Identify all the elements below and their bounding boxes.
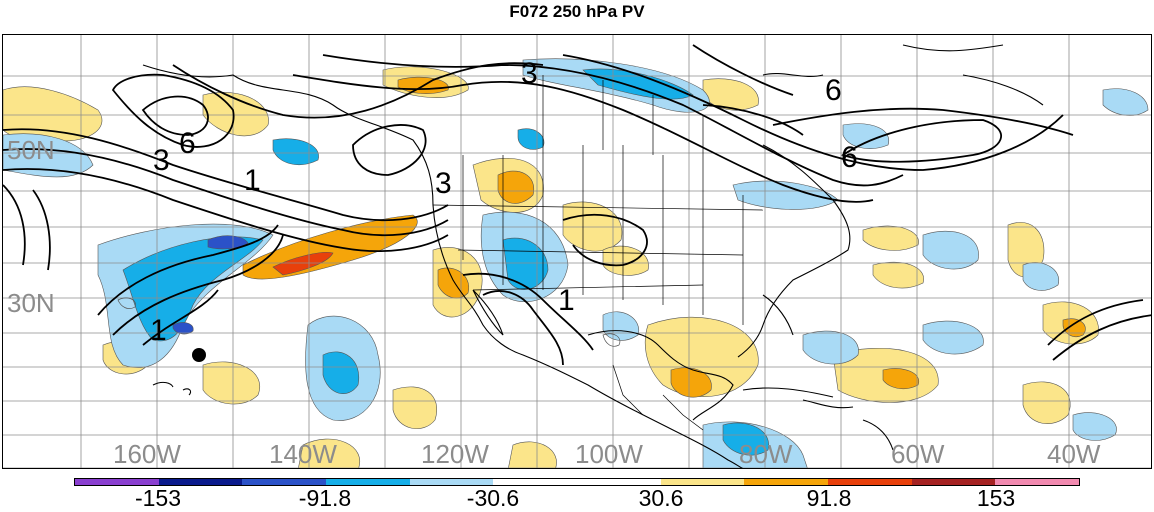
colorbar-segment: [995, 479, 1080, 485]
colorbar-segment: [744, 479, 829, 485]
colorbar-label-neg30-6: -30.6: [466, 485, 520, 511]
colorbar-segment: [242, 479, 327, 485]
lat-label-50n: 50N: [7, 135, 55, 165]
lat-label-30n: 30N: [7, 288, 55, 318]
colorbar-segment: [577, 479, 661, 485]
contour-label-1-hawaii: 1: [150, 314, 167, 347]
zero-contours: [117, 297, 621, 347]
pv-contours: [3, 44, 1151, 366]
colorbar-segment: [75, 479, 159, 485]
contour-label-1-pacific: 1: [244, 164, 261, 197]
colorbar-segment: [326, 479, 410, 485]
colorbar-segment: [911, 479, 996, 485]
contour-label-6-west: 6: [179, 127, 196, 160]
colorbar-segment: [660, 479, 745, 485]
colorbar-label-neg91-8: -91.8: [298, 485, 352, 511]
coastlines: [142, 44, 1044, 468]
lon-label-60w: 60W: [891, 439, 945, 469]
negative-pv-max: [172, 235, 249, 335]
colorbar-label-neg153: -153: [134, 485, 182, 511]
lon-label-80w: 80W: [739, 439, 793, 469]
colorbar-label-91-8: 91.8: [806, 485, 852, 511]
contour-label-6-atlantic: 6: [841, 141, 858, 174]
colorbar-segment: [828, 479, 912, 485]
lon-label-40w: 40W: [1047, 439, 1101, 469]
positive-pv-fill: [3, 66, 1099, 468]
lon-label-100w: 100W: [575, 439, 643, 469]
lon-label-160w: 160W: [113, 439, 181, 469]
map-title: F072 250 hPa PV: [509, 2, 645, 21]
positive-pv-max: [272, 252, 334, 276]
contour-label-3-north: 3: [521, 57, 538, 90]
political-borders: [432, 75, 764, 431]
contour-label-1-mexico: 1: [558, 284, 575, 317]
colorbar-segment: [493, 479, 578, 485]
contour-label-3-coast: 3: [435, 167, 452, 200]
colorbar: [74, 478, 1080, 486]
colorbar-segment: [158, 479, 243, 485]
location-marker: [192, 348, 206, 362]
colorbar-segment: [409, 479, 494, 485]
map-panel: 3 6 1 3 1 1 3 6 6 50N 30N 160W 140W 120W…: [2, 34, 1152, 469]
contour-label-3-west: 3: [153, 144, 170, 177]
map-canvas: 3 6 1 3 1 1 3 6 6: [3, 35, 1151, 468]
contour-labels: 3 6 1 3 1 1 3 6 6: [150, 57, 858, 347]
contour-label-6-labrador: 6: [825, 74, 842, 107]
lon-label-140w: 140W: [269, 439, 337, 469]
colorbar-label-153: 153: [976, 485, 1016, 511]
colorbar-label-30-6: 30.6: [638, 485, 684, 511]
lon-label-120w: 120W: [421, 439, 489, 469]
